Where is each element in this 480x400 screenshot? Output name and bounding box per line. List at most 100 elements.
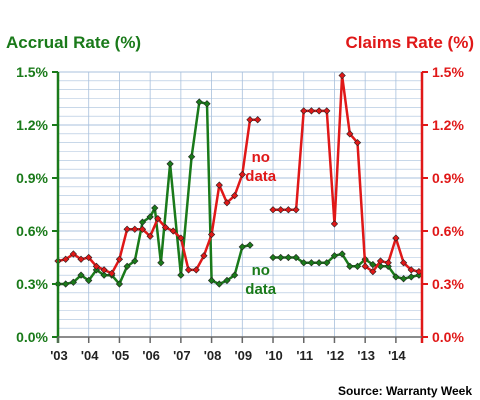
accrual-point bbox=[69, 278, 77, 286]
accrual-point bbox=[407, 273, 415, 281]
accrual-point bbox=[323, 259, 331, 267]
left-tick-label: 0.0% bbox=[16, 329, 48, 345]
claims-point bbox=[100, 266, 108, 274]
left-tick-label: 1.5% bbox=[16, 64, 48, 80]
claims-point bbox=[215, 181, 223, 189]
claims-point bbox=[315, 107, 323, 115]
claims-line bbox=[273, 74, 420, 273]
accrual-point bbox=[338, 250, 346, 258]
accrual-point bbox=[62, 280, 70, 288]
claims-point bbox=[392, 234, 400, 242]
x-tick-label: '05 bbox=[112, 348, 130, 363]
claims-point bbox=[292, 206, 300, 214]
accrual-point bbox=[300, 259, 308, 267]
claims-point bbox=[192, 266, 200, 274]
accrual-point bbox=[369, 260, 377, 269]
x-tick-label: '03 bbox=[50, 348, 68, 363]
claims-point bbox=[169, 227, 177, 235]
claims-point bbox=[131, 225, 139, 233]
claims-point bbox=[123, 225, 131, 233]
claims-point bbox=[184, 266, 193, 274]
left-tick-label: 0.3% bbox=[16, 276, 48, 292]
accrual-point bbox=[330, 252, 339, 260]
accrual-point bbox=[315, 259, 323, 267]
x-tick-label: '06 bbox=[142, 348, 160, 363]
series-layer bbox=[54, 71, 423, 288]
claims-point bbox=[300, 107, 308, 115]
claims-point bbox=[161, 223, 170, 232]
accrual-point bbox=[215, 280, 223, 288]
right-tick-label: 1.2% bbox=[432, 117, 464, 133]
claims-point bbox=[207, 230, 216, 239]
claims-point bbox=[138, 225, 147, 233]
claims-point bbox=[376, 257, 385, 265]
right-tick-label: 0.0% bbox=[432, 329, 464, 345]
annotation-accrual: data bbox=[245, 281, 277, 298]
accrual-point bbox=[223, 276, 231, 285]
claims-point bbox=[115, 255, 124, 263]
claims-point bbox=[384, 259, 392, 267]
claims-point bbox=[238, 170, 246, 179]
claims-point bbox=[338, 71, 346, 80]
accrual-point bbox=[346, 262, 354, 270]
x-tick-label: '08 bbox=[204, 348, 222, 363]
annotation-claims: no bbox=[252, 149, 270, 166]
annotation-accrual: no bbox=[252, 262, 270, 279]
left-tick-label: 1.2% bbox=[16, 117, 48, 133]
accrual-point bbox=[157, 259, 165, 267]
claims-point bbox=[62, 255, 70, 263]
right-tick-label: 0.6% bbox=[432, 223, 464, 239]
labels: 0.0% 0.0% 0.3% 0.3% 0.6% 0.6% 0.9% 0.9% 1.2% 1.2%… bbox=[6, 33, 474, 398]
claims-point bbox=[69, 250, 77, 258]
claims-point bbox=[284, 206, 293, 214]
claims-point bbox=[323, 107, 331, 115]
accrual-point bbox=[277, 253, 285, 262]
accrual-point bbox=[392, 273, 400, 281]
claims-point bbox=[269, 206, 277, 214]
right-axis-title: Claims Rate (%) bbox=[346, 33, 474, 52]
accrual-point bbox=[151, 204, 159, 212]
accrual-point bbox=[207, 276, 216, 285]
claims-point bbox=[277, 206, 285, 214]
claims-point bbox=[346, 130, 354, 138]
claims-point bbox=[146, 232, 154, 240]
claims-point bbox=[230, 192, 239, 200]
accrual-point bbox=[238, 243, 246, 251]
accrual-point bbox=[177, 271, 185, 279]
accrual-point bbox=[230, 271, 239, 279]
accrual-point bbox=[246, 241, 254, 249]
accrual-point bbox=[123, 262, 131, 270]
accrual-point bbox=[307, 259, 316, 267]
right-tick-label: 0.9% bbox=[432, 170, 464, 186]
accrual-point bbox=[187, 153, 196, 161]
claims-point bbox=[361, 262, 369, 270]
right-tick-label: 1.5% bbox=[432, 64, 464, 80]
annotation-claims: data bbox=[245, 168, 277, 185]
claims-point bbox=[85, 253, 93, 262]
x-tick-label: '12 bbox=[327, 348, 345, 363]
accrual-point bbox=[399, 275, 408, 283]
left-axis-title: Accrual Rate (%) bbox=[6, 33, 141, 52]
accrual-point bbox=[195, 98, 203, 106]
axes bbox=[52, 71, 428, 343]
x-tick-label: '09 bbox=[235, 348, 253, 363]
accrual-point bbox=[353, 262, 362, 270]
accrual-point bbox=[131, 257, 139, 265]
accrual-point bbox=[146, 213, 154, 221]
claims-point bbox=[399, 259, 408, 267]
claims-point bbox=[108, 269, 116, 278]
claims-point bbox=[407, 266, 415, 274]
claims-point bbox=[223, 199, 231, 207]
x-tick-label: '13 bbox=[357, 348, 375, 363]
claims-point bbox=[330, 220, 339, 228]
claims-point bbox=[307, 107, 316, 115]
accrual-point bbox=[284, 253, 293, 262]
accrual-point bbox=[138, 218, 147, 226]
accrual-point bbox=[269, 253, 277, 262]
claims-point bbox=[154, 215, 162, 223]
accrual-point bbox=[85, 276, 93, 285]
accrual-point bbox=[292, 253, 300, 262]
claims-point bbox=[254, 116, 262, 124]
x-tick-label: '10 bbox=[265, 348, 283, 363]
